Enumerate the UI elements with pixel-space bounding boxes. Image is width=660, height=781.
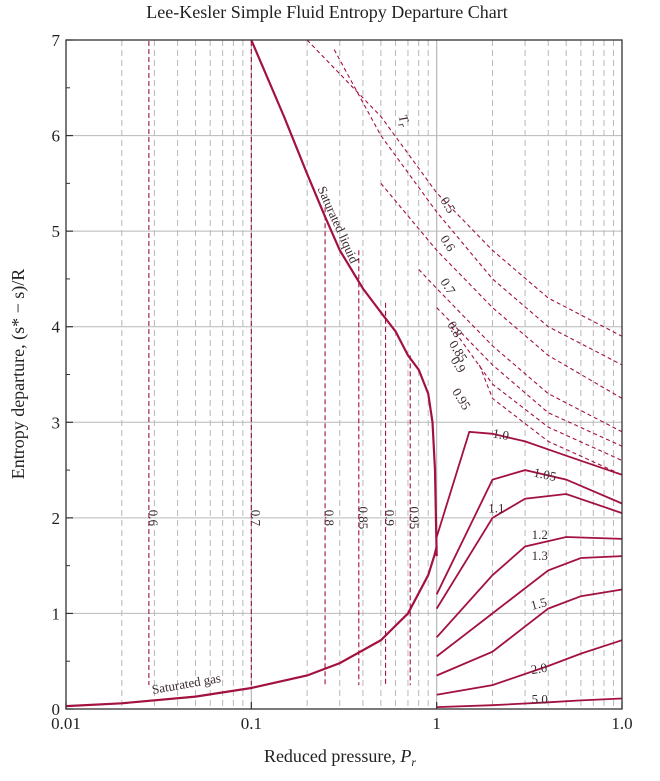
y-tick-label: 6: [52, 127, 61, 146]
saturated-liquid-label: Saturated liquid: [315, 184, 363, 266]
liquid-isotherm-label: 0.5: [437, 194, 458, 216]
vapor-isobar-label: 0.8: [322, 510, 337, 526]
vapor-isobar-label: 0.85: [356, 507, 371, 530]
y-tick-label: 4: [52, 318, 61, 337]
vapor-isobar-label: 0.95: [407, 507, 422, 530]
supercritical-isotherm-label: 1.05: [532, 465, 557, 484]
supercritical-isotherm-line: [436, 555, 623, 658]
curves: [65, 39, 623, 708]
supercritical-isotherm-line: [436, 639, 623, 696]
x-tick-label: 1.0: [611, 714, 632, 733]
liquid-isotherm-label: 0.6: [437, 232, 459, 254]
y-tick-label: 7: [52, 31, 61, 50]
supercritical-isotherm-line: [435, 493, 623, 610]
liquid-isotherm-line: [450, 326, 623, 462]
y-tick-label: 5: [52, 222, 61, 241]
x-tick-label: 0.01: [51, 714, 81, 733]
liquid-isotherm-line: [306, 39, 623, 337]
vapor-isobar-label: 0.7: [248, 510, 263, 527]
vapor-isobar-label: 0.6: [146, 510, 161, 527]
y-tick-label: 1: [52, 604, 61, 623]
saturated-liquid-line: [250, 39, 438, 557]
vapor-isobar-label: 0.9: [383, 510, 398, 526]
y-axis-label: Entropy departure, (s* − s)/R: [8, 269, 29, 480]
supercritical-isotherm-label: 1.5: [529, 594, 549, 613]
liquid-isotherm-label: 0.9: [448, 354, 469, 376]
supercritical-isotherm-label: 1.2: [532, 527, 548, 542]
supercritical-isotherm-line: [435, 430, 623, 538]
supercritical-isotherm-label: 1.0: [492, 425, 511, 443]
x-tick-label: 1: [432, 714, 441, 733]
liquid-isotherm-label: 0.95: [449, 385, 474, 412]
liquid-isotherm-line: [333, 49, 623, 366]
y-tick-label: 0: [52, 700, 61, 719]
y-tick-label: 2: [52, 509, 61, 528]
liquid-isotherm-label: 0.7: [437, 275, 459, 297]
supercritical-isotherm-line: [436, 588, 623, 677]
supercritical-isotherm-line: [435, 469, 623, 595]
liquid-isotherm-line: [478, 364, 623, 476]
liquid-isotherm-line: [418, 269, 623, 433]
y-tick-label: 3: [52, 413, 61, 432]
supercritical-isotherm-label: 1.1: [488, 500, 504, 515]
saturated-gas-line: [65, 546, 438, 708]
liquid-isotherm-label: 0.8: [444, 318, 465, 340]
supercritical-isotherm-line: [436, 536, 623, 638]
supercritical-isotherm-label: 5.0: [532, 691, 548, 706]
axes: 0 1 2 3 4 5 6 7 0.01 0.1 1 1.0: [51, 31, 633, 733]
x-tick-label: 0.1: [241, 714, 262, 733]
supercritical-isotherm-label: 2.0: [530, 660, 549, 678]
supercritical-isotherm-line: [436, 697, 623, 708]
supercritical-isotherm-label: 1.3: [532, 548, 548, 563]
x-axis-label: Reduced pressure, Pr: [264, 746, 416, 769]
liquid-isotherm-line: [380, 183, 623, 399]
saturated-gas-label: Saturated gas: [151, 670, 222, 697]
chart-title: Lee-Kesler Simple Fluid Entropy Departur…: [146, 2, 507, 22]
